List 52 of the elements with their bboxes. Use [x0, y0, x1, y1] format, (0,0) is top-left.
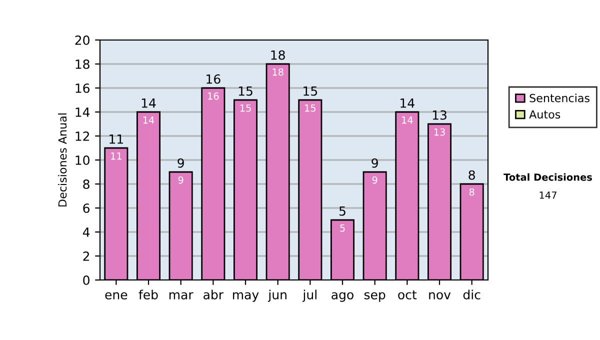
- y-tick-label: 8: [83, 179, 90, 189]
- x-tick-label: mar: [169, 292, 194, 300]
- data-label: 5: [340, 224, 345, 232]
- x-tick-label: ago: [332, 292, 354, 302]
- y-tick-label: 20: [75, 35, 90, 45]
- total-label: 18: [271, 50, 285, 60]
- total-label: 16: [206, 74, 220, 84]
- data-label: 8: [469, 188, 474, 196]
- x-tick-label: jul: [302, 290, 316, 302]
- data-label: 11: [111, 152, 122, 160]
- y-tick-label: 2: [83, 251, 90, 261]
- x-tick-label: nov: [429, 292, 451, 300]
- data-label: 14: [402, 116, 413, 124]
- y-tick-label: 6: [83, 203, 90, 213]
- x-tick-label: dic: [463, 290, 480, 300]
- x-tick-label: abr: [204, 290, 224, 300]
- x-tick-label: feb: [138, 290, 158, 300]
- total-label: 8: [468, 170, 475, 180]
- y-axis-title: Decisiones Anual: [58, 114, 67, 206]
- y-tick-label: 10: [76, 155, 90, 165]
- text: 147: [540, 192, 556, 199]
- total-label: 9: [178, 158, 184, 168]
- total-label: 11: [110, 134, 123, 144]
- total-label: 14: [400, 98, 414, 108]
- text: Total Decisiones: [504, 173, 592, 181]
- total-label: 9: [372, 158, 378, 168]
- total-label: 5: [339, 206, 346, 216]
- legend-label: Autos: [529, 110, 560, 119]
- y-tick-label: 4: [82, 228, 90, 237]
- data-label: 9: [372, 176, 378, 184]
- y-tick-label: 14: [76, 108, 90, 117]
- data-label: 9: [178, 176, 184, 184]
- x-tick-label: oct: [398, 290, 417, 300]
- legend-label: Sentencias: [530, 94, 590, 102]
- total-label: 15: [304, 86, 318, 96]
- y-tick-label: 0: [83, 275, 90, 285]
- y-tick-label: 12: [76, 131, 90, 141]
- data-label: 14: [143, 116, 154, 124]
- total-label: 13: [432, 110, 446, 120]
- data-label: 16: [208, 92, 219, 100]
- y-tick-label: 16: [76, 83, 90, 93]
- data-label: 15: [305, 104, 316, 112]
- total-label: 14: [142, 98, 156, 108]
- y-tick-label: 18: [76, 59, 90, 69]
- data-label: 15: [240, 104, 251, 112]
- x-tick-label: ene: [105, 292, 128, 300]
- data-label: 18: [272, 68, 284, 76]
- data-label: 13: [434, 128, 445, 136]
- x-tick-label: sep: [364, 292, 386, 302]
- total-label: 15: [238, 86, 252, 96]
- x-tick-label: may: [233, 292, 259, 302]
- x-tick-label: jun: [268, 290, 286, 302]
